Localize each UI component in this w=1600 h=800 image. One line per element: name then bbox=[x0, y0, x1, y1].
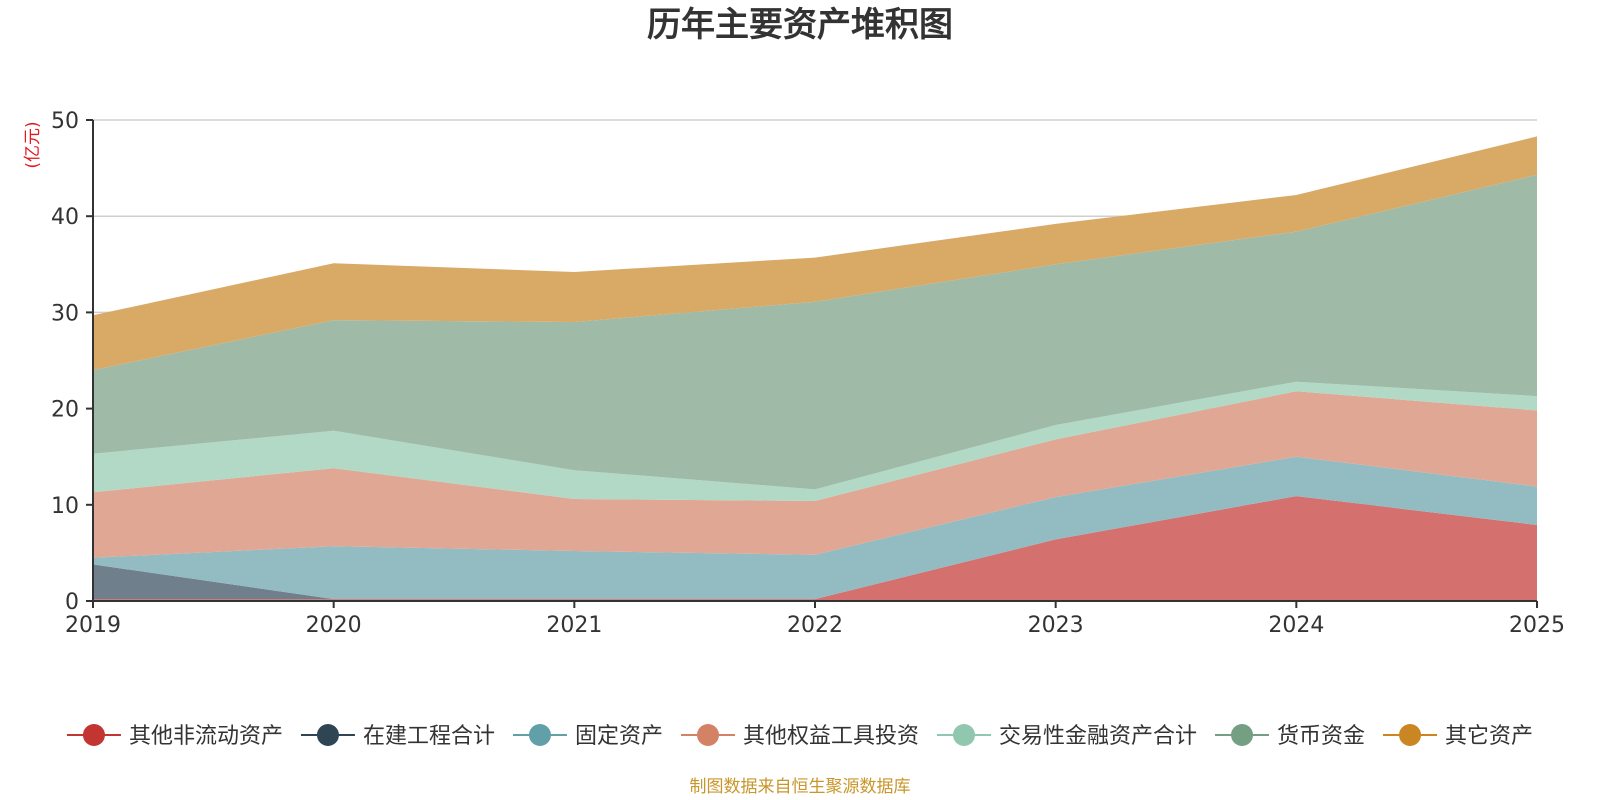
legend-marker bbox=[316, 724, 339, 746]
legend-label: 其他权益工具投资 bbox=[743, 724, 919, 749]
legend-item-1[interactable]: 在建工程合计 bbox=[300, 724, 495, 749]
legend-marker bbox=[953, 724, 976, 746]
x-tick-label-2020: 2020 bbox=[306, 613, 362, 638]
chart-title: 历年主要资产堆积图 bbox=[647, 5, 953, 45]
y-tick-label-0: 0 bbox=[65, 590, 79, 615]
legend-marker bbox=[696, 724, 719, 746]
area-6 bbox=[93, 136, 1537, 371]
area-1 bbox=[93, 496, 1537, 600]
y-tick-label-10: 10 bbox=[51, 494, 79, 519]
legend-marker bbox=[1231, 724, 1254, 746]
x-tick-label-2021: 2021 bbox=[546, 613, 602, 638]
legend-label: 货币资金 bbox=[1277, 724, 1365, 749]
area-5 bbox=[93, 174, 1537, 490]
legend-marker bbox=[1399, 724, 1422, 746]
legend-label: 交易性金融资产合计 bbox=[999, 724, 1197, 749]
y-tick-label-40: 40 bbox=[51, 205, 79, 230]
y-tick-label-20: 20 bbox=[51, 398, 79, 423]
legend-marker bbox=[82, 724, 105, 746]
legend-item-5[interactable]: 货币资金 bbox=[1215, 724, 1365, 749]
x-tick-label-2024: 2024 bbox=[1268, 613, 1324, 638]
legend-item-2[interactable]: 固定资产 bbox=[512, 724, 663, 749]
data-source-note: 制图数据来自恒生聚源数据库 bbox=[690, 777, 911, 797]
legend-item-3[interactable]: 其他权益工具投资 bbox=[680, 724, 919, 749]
legend-label: 固定资产 bbox=[575, 724, 663, 749]
x-tick-label-2019: 2019 bbox=[65, 613, 121, 638]
x-tick-label-2025: 2025 bbox=[1509, 613, 1565, 638]
area-series bbox=[93, 136, 1537, 601]
legend-item-0[interactable]: 其他非流动资产 bbox=[66, 724, 283, 749]
legend: 其他非流动资产 在建工程合计 固定资产 其他权益工具投资 交易性金融资产合计 货币资金 其它… bbox=[66, 724, 1533, 749]
y-axis-unit-label: (亿元) bbox=[23, 121, 43, 168]
y-tick-label-50: 50 bbox=[51, 109, 79, 134]
legend-item-4[interactable]: 交易性金融资产合计 bbox=[937, 724, 1197, 749]
legend-marker bbox=[528, 724, 551, 746]
axes: 0 10 20 30 40 50 2019 2020 2021 2022 2023 2024 2025 bbox=[51, 109, 1565, 638]
x-tick-label-2022: 2022 bbox=[787, 613, 843, 638]
x-tick-label-2023: 2023 bbox=[1028, 613, 1084, 638]
y-tick-label-30: 30 bbox=[51, 301, 79, 326]
area-0 bbox=[93, 496, 1537, 601]
legend-item-6[interactable]: 其它资产 bbox=[1383, 724, 1533, 749]
legend-label: 其他非流动资产 bbox=[129, 724, 283, 749]
legend-label: 其它资产 bbox=[1445, 724, 1533, 749]
legend-label: 在建工程合计 bbox=[363, 724, 495, 749]
area-2 bbox=[93, 456, 1537, 600]
area-4 bbox=[93, 381, 1537, 501]
area-3 bbox=[93, 391, 1537, 558]
